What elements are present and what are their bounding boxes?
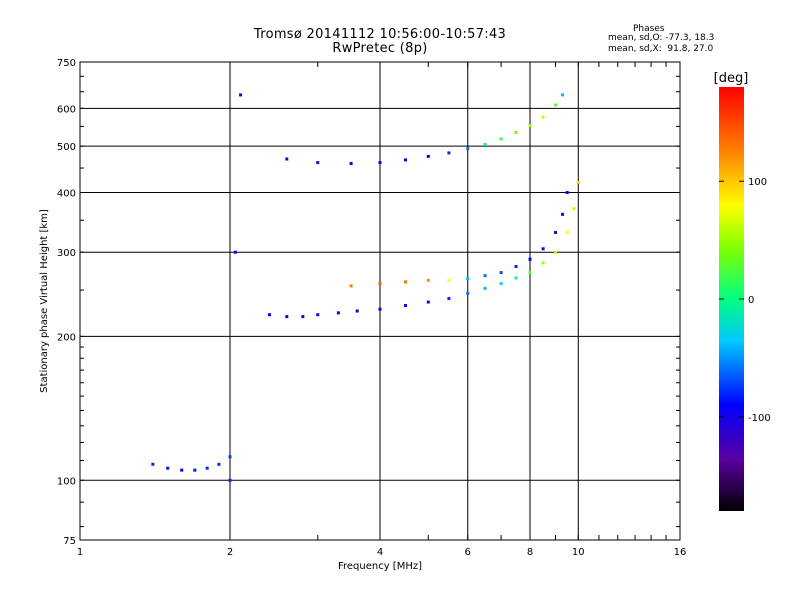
data-point [553,230,557,234]
colorbar-label: [deg] [714,71,749,86]
data-point [447,151,451,155]
data-point [233,250,237,254]
stats-heading: Phases [633,24,665,34]
data-point [228,478,232,482]
data-point [336,311,340,315]
x-tick-label: 2 [227,547,233,558]
colorbar-tick-label: 0 [748,295,754,306]
data-point [466,147,470,151]
data-point [514,276,518,280]
chart-title: Tromsø 20141112 10:56:00-10:57:43 [253,27,507,42]
data-point [561,93,565,97]
data-point [541,115,545,119]
data-point [355,309,359,313]
data-point [528,124,532,128]
y-tick-label: 300 [57,248,76,259]
x-tick-label: 8 [527,547,533,558]
data-point [301,315,305,319]
data-point [499,137,503,141]
x-tick-label: 6 [465,547,471,558]
stats-o-mode: mean, sd,O: -77.3, 18.3 [608,33,715,43]
data-point [576,180,580,184]
y-tick-label: 600 [57,104,76,115]
x-tick-label: 1 [77,547,83,558]
data-point [267,313,271,317]
x-axis-label: Frequency [MHz] [338,561,422,572]
data-point [499,271,503,275]
data-point [426,278,430,282]
data-point [483,286,487,290]
data-point [349,284,353,288]
data-point [466,277,470,281]
data-point [403,158,407,162]
data-point [528,257,532,261]
data-point [466,291,470,295]
y-tick-label: 400 [57,188,76,199]
data-point [378,161,382,165]
y-axis-label: Stationary phase Virtual Height [km] [39,209,50,393]
stats-x-mode: mean, sd,X: 91.8, 27.0 [608,44,714,54]
data-point [541,247,545,251]
data-point [217,462,221,466]
colorbar-tick-label: -100 [748,413,771,424]
data-point [180,468,184,472]
data-point [447,297,451,301]
data-point [228,455,232,459]
data-point [483,274,487,278]
data-point [239,93,243,97]
data-point [483,143,487,147]
data-point [403,280,407,284]
data-point [205,466,209,470]
chart-subtitle: RwPretec (8p) [332,41,428,56]
data-point [528,271,532,275]
data-point [565,190,569,194]
data-point [572,207,576,211]
data-point [316,313,320,317]
y-tick-label: 750 [57,58,76,69]
data-point [166,466,170,470]
x-tick-label: 16 [674,547,687,558]
data-point [447,278,451,282]
y-tick-label: 200 [57,332,76,343]
data-point [553,250,557,254]
data-point [514,131,518,135]
data-point [499,282,503,286]
data-point [541,261,545,265]
data-point [514,265,518,269]
x-tick-label: 10 [572,547,585,558]
y-tick-label: 100 [57,476,76,487]
data-point [151,462,155,466]
data-point [349,161,353,165]
data-point [378,307,382,311]
data-point [378,282,382,286]
data-point [426,154,430,158]
data-point [285,315,289,319]
data-point [403,304,407,308]
data-point [285,157,289,161]
data-point [565,230,569,234]
data-point [426,300,430,304]
y-tick-label: 500 [57,142,76,153]
data-point [561,212,565,216]
x-tick-label: 4 [377,547,383,558]
data-point [316,161,320,165]
data-point [553,103,557,107]
colorbar-tick-label: 100 [748,177,767,188]
y-tick-label: 75 [63,536,76,547]
data-point [193,468,197,472]
